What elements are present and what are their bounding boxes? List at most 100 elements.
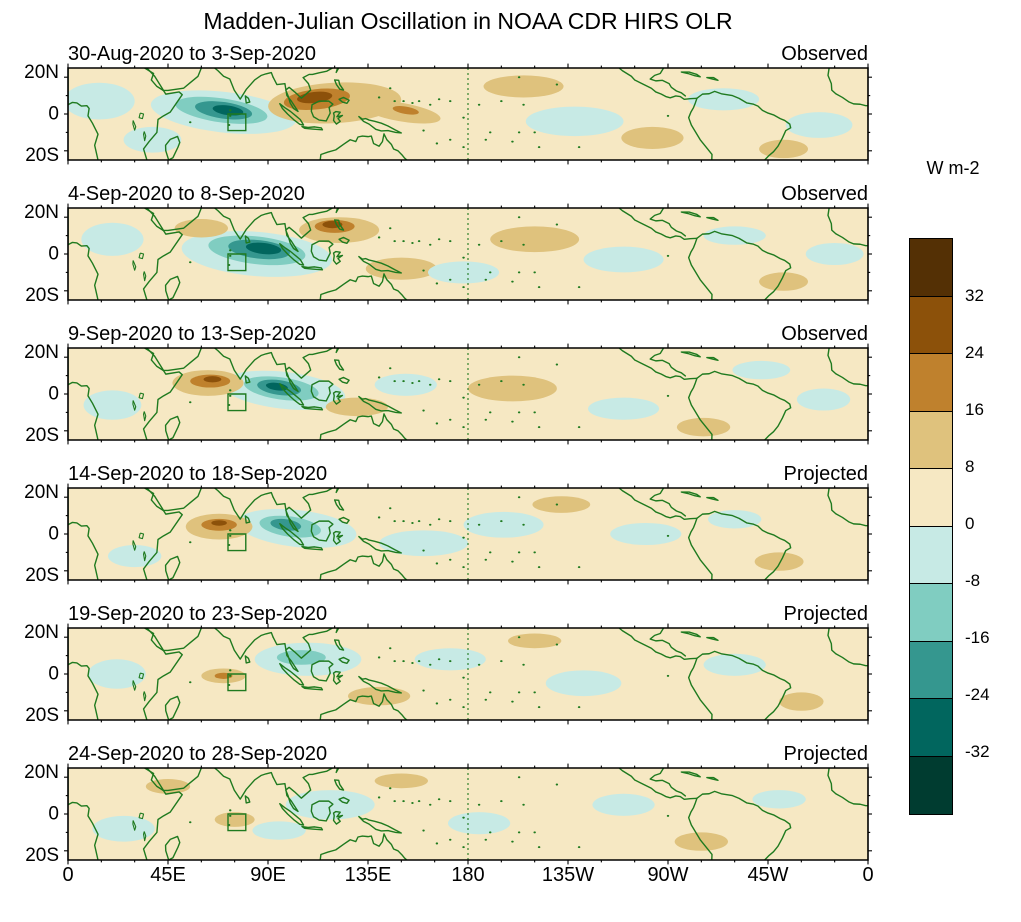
island-dot xyxy=(484,558,487,561)
island-dot xyxy=(449,418,452,421)
coastline-path xyxy=(311,101,333,121)
y-tick-20n: 20N xyxy=(24,62,59,83)
panel-6-header: 24-Sep-2020 to 28-Sep-2020 Projected xyxy=(68,740,868,766)
panel-border xyxy=(68,68,868,160)
y-tick-0: 0 xyxy=(48,243,59,265)
colorbar-swatch xyxy=(909,755,953,815)
island-dot xyxy=(393,520,396,523)
y-tick-20s: 20S xyxy=(25,705,59,726)
coastline-path xyxy=(320,274,407,300)
olr-anomaly-contour xyxy=(708,510,762,529)
island-dot xyxy=(435,422,439,425)
island-dot xyxy=(229,394,232,397)
cb-tick-8: 8 xyxy=(965,457,975,476)
coastline-path xyxy=(311,661,333,681)
coastline-path xyxy=(336,768,338,772)
coastline-path xyxy=(147,488,201,510)
island-dot xyxy=(189,121,192,124)
panel-5-header: 19-Sep-2020 to 23-Sep-2020 Projected xyxy=(68,600,868,626)
island-dot xyxy=(422,129,425,132)
coastline-path xyxy=(339,797,349,803)
y-tick-0: 0 xyxy=(48,803,59,825)
y-tick-20n: 20N xyxy=(24,342,59,363)
lake-outline xyxy=(133,400,136,410)
olr-anomaly-contour xyxy=(779,692,824,711)
coastline-path xyxy=(320,554,407,580)
coastline-path xyxy=(334,532,343,545)
island-dot xyxy=(435,842,439,845)
island-dot xyxy=(417,660,421,663)
olr-anomaly-contour xyxy=(752,790,806,809)
olr-anomaly-contour xyxy=(759,272,808,291)
coastline-path xyxy=(650,348,685,376)
coastline-path xyxy=(828,628,868,666)
island-dot xyxy=(435,282,439,285)
island-dot xyxy=(429,803,432,806)
island-dot xyxy=(411,101,414,104)
colorbar-swatches xyxy=(909,238,953,815)
island-dot xyxy=(577,846,581,849)
island-dot xyxy=(437,518,441,521)
island-dot xyxy=(517,356,521,359)
island-dot xyxy=(537,286,541,289)
island-dot xyxy=(577,426,581,429)
island-dot xyxy=(189,261,192,264)
colorbar-swatch xyxy=(909,468,953,527)
island-dot xyxy=(402,380,405,383)
olr-anomaly-contour xyxy=(588,397,660,420)
island-dot xyxy=(477,383,481,386)
coastline-path xyxy=(245,236,249,243)
island-dot xyxy=(389,227,392,230)
panel-5: 19-Sep-2020 to 23-Sep-2020 Projected 20N… xyxy=(0,600,868,725)
island-dot xyxy=(417,800,421,803)
coastline-path xyxy=(336,208,338,212)
coastline-path xyxy=(650,768,685,796)
colorbar-swatch xyxy=(909,525,953,585)
panel-2: 4-Sep-2020 to 8-Sep-2020 Observed 20N 0 … xyxy=(0,180,868,305)
island-dot xyxy=(229,674,232,677)
lake-outline xyxy=(139,673,143,679)
coastline-path xyxy=(68,488,98,580)
cb-tick-16: 16 xyxy=(965,400,984,419)
panel-1-y-axis: 20N 0 20S xyxy=(0,63,68,165)
coastline-path xyxy=(302,687,322,690)
y-tick-0: 0 xyxy=(48,103,59,125)
olr-anomaly-contour xyxy=(83,390,142,420)
island-dot xyxy=(422,409,425,412)
olr-anomaly-contour xyxy=(508,633,562,649)
island-dot xyxy=(666,254,670,257)
coastline-path xyxy=(697,371,791,440)
cb-tick-0: 0 xyxy=(965,514,975,533)
map-canvas xyxy=(68,768,868,860)
coastline-path xyxy=(320,414,407,440)
island-dot xyxy=(577,566,581,569)
x-axis-labels: 0 45E 90E 135E 180 135W 90W 45W 0 xyxy=(62,864,873,888)
highlight-region-box xyxy=(228,114,246,131)
coastline-path xyxy=(828,768,868,806)
island-dot xyxy=(517,776,521,779)
olr-anomaly-contour xyxy=(414,648,486,671)
island-dot xyxy=(462,396,465,399)
olr-anomaly-contour xyxy=(621,126,684,149)
coastline-path xyxy=(215,348,273,379)
panel-border xyxy=(68,208,868,300)
coastline-path xyxy=(689,98,712,160)
island-dot xyxy=(229,814,232,817)
olr-anomaly-contour xyxy=(374,773,428,789)
y-tick-20s: 20S xyxy=(25,845,59,866)
island-dot xyxy=(517,411,521,414)
coastline-path xyxy=(359,257,401,273)
panel-3-y-axis: 20N 0 20S xyxy=(0,343,68,445)
coastline-path xyxy=(144,488,183,580)
coastline-path xyxy=(320,134,407,160)
coastline-path xyxy=(68,68,98,160)
olr-anomaly-contour xyxy=(448,812,511,835)
island-dot xyxy=(429,523,432,526)
panel-2-y-axis: 20N 0 20S xyxy=(0,203,68,305)
island-dot xyxy=(489,551,492,554)
coastline-path xyxy=(359,537,401,553)
coastline-path xyxy=(681,492,700,497)
island-dot xyxy=(417,520,421,523)
island-dot xyxy=(402,520,405,523)
coastline-path xyxy=(147,208,201,230)
